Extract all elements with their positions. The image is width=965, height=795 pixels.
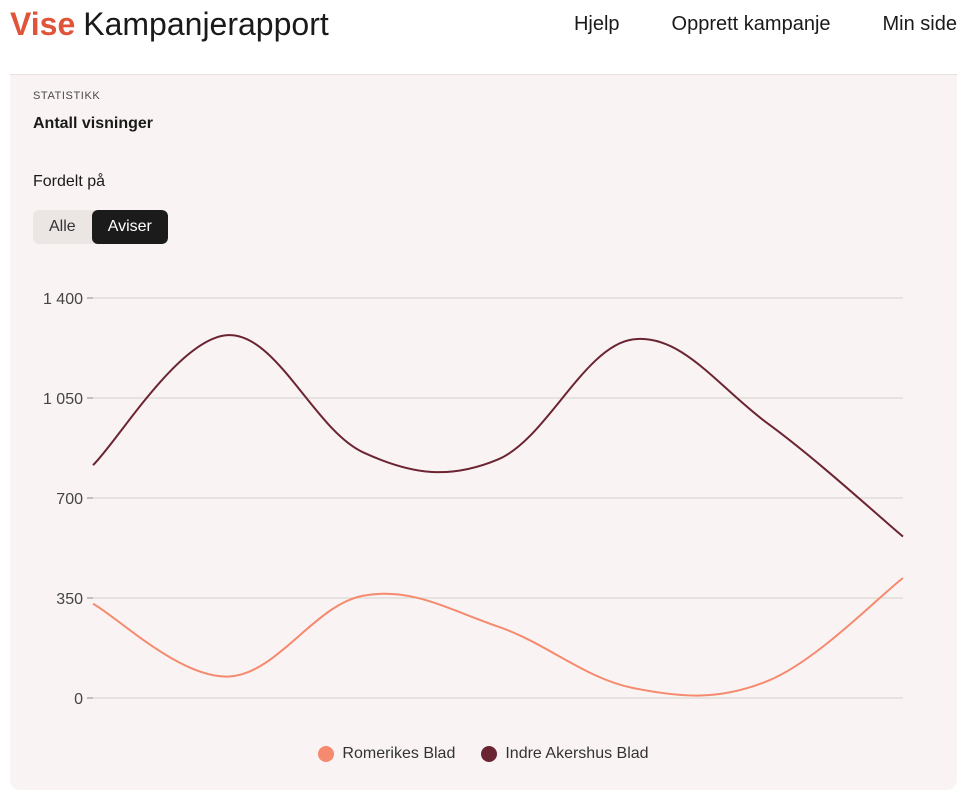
toggle-all-button[interactable]: Alle (33, 210, 92, 244)
distribution-toggle: Alle Aviser (33, 210, 168, 244)
section-heading: Antall visninger (33, 115, 154, 132)
legend-label: Indre Akershus Blad (505, 745, 649, 762)
series-line-0[interactable] (92, 577, 904, 697)
toggle-newspapers-button[interactable]: Aviser (91, 210, 168, 244)
series-line-1[interactable] (92, 334, 904, 538)
legend-label: Romerikes Blad (342, 745, 456, 762)
nav-help-link[interactable]: Hjelp (573, 13, 620, 35)
filter-label: Fordelt på (33, 173, 106, 190)
app-title: Kampanjerapport (83, 6, 329, 42)
logo-brand: Vise (10, 6, 76, 42)
nav-create-campaign-link[interactable]: Opprett kampanje (671, 13, 831, 35)
y-tick-label: 0 (74, 691, 83, 708)
y-tick-label: 1 050 (43, 391, 83, 408)
y-tick-label: 700 (56, 491, 83, 508)
legend-dot (318, 746, 335, 762)
y-tick-label: 1 400 (43, 291, 83, 308)
legend-item-indre-akershus-blad[interactable]: Indre Akershus Blad (481, 745, 649, 763)
statistics-panel: STATISTIKK Antall visninger Fordelt på A… (10, 74, 957, 790)
y-tick-label: 350 (56, 591, 83, 608)
nav-my-page-link[interactable]: Min side (882, 13, 957, 35)
legend-dot (481, 746, 498, 762)
section-eyebrow: STATISTIKK (33, 90, 101, 102)
chart-legend: Romerikes Blad Indre Akershus Blad (10, 745, 957, 763)
top-nav: Hjelp Opprett kampanje Min side (574, 12, 957, 36)
app-header: Vise Kampanjerapport Hjelp Opprett kampan… (0, 0, 965, 74)
views-line-chart: 0 350 700 1 050 1 400 (43, 291, 904, 708)
logo[interactable]: Vise Kampanjerapport (10, 4, 329, 44)
legend-item-romerikes-blad[interactable]: Romerikes Blad (318, 745, 455, 763)
